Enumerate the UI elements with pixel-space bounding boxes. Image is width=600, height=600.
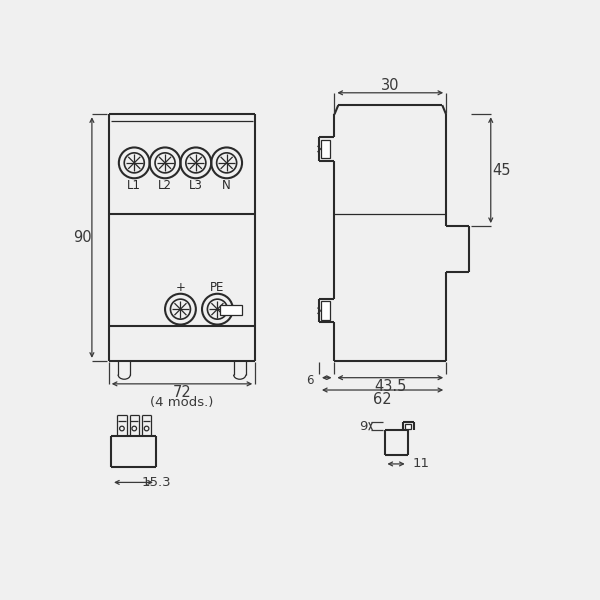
Text: 62: 62 [373,392,392,407]
Text: L2: L2 [158,179,172,193]
Text: +: + [176,281,185,294]
Bar [320,301,330,320]
Text: 45: 45 [492,163,511,178]
Text: 9: 9 [359,420,367,433]
Text: 11: 11 [413,457,430,470]
Text: 30: 30 [381,77,400,92]
Text: PE: PE [210,281,224,294]
Text: L3: L3 [189,179,203,193]
Bar [320,140,330,158]
Bar [220,305,242,314]
Text: N: N [222,179,231,193]
Text: (4 mods.): (4 mods.) [151,396,214,409]
Text: 90: 90 [73,230,92,245]
Text: 72: 72 [173,385,191,400]
Bar [404,424,412,428]
Text: 6: 6 [306,373,314,386]
Text: 43.5: 43.5 [374,379,406,394]
Text: L1: L1 [127,179,141,193]
Text: 15.3: 15.3 [142,476,172,489]
